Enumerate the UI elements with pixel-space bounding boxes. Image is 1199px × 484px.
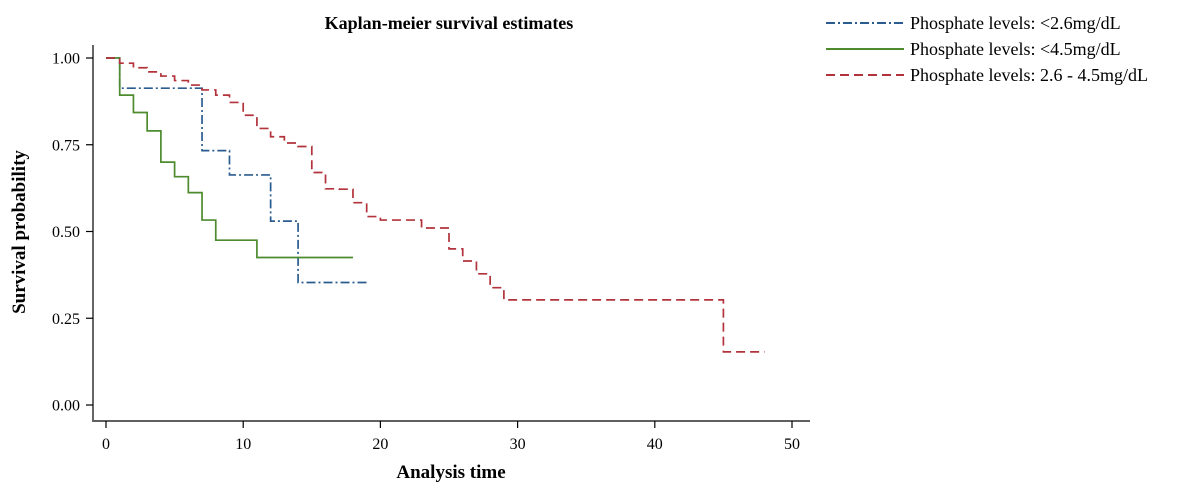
series-line-1 — [106, 57, 367, 284]
y-tick-label: 0.75 — [52, 137, 80, 154]
legend-item: Phosphate levels: 2.6 - 4.5mg/dL — [826, 62, 1148, 88]
legend-label: Phosphate levels: 2.6 - 4.5mg/dL — [910, 64, 1148, 85]
legend-label: Phosphate levels: <2.6mg/dL — [910, 12, 1121, 33]
y-tick-label: 0.25 — [52, 311, 80, 328]
x-tick-label: 50 — [784, 436, 800, 453]
series-line-2 — [106, 57, 353, 259]
legend-swatch — [826, 74, 904, 76]
x-axis-label: Analysis time — [396, 462, 505, 483]
series-line-3 — [106, 57, 765, 353]
legend: Phosphate levels: <2.6mg/dL Phosphate le… — [826, 10, 1148, 88]
y-tick-label: 0.50 — [52, 224, 80, 241]
legend-item: Phosphate levels: <2.6mg/dL — [826, 10, 1148, 36]
x-tick-label: 40 — [647, 436, 663, 453]
x-ticks: 0 10 20 30 40 50 — [102, 421, 800, 453]
series-group — [106, 57, 765, 353]
x-tick-label: 30 — [510, 436, 526, 453]
y-axis-label: Survival probability — [9, 150, 30, 314]
x-tick-label: 0 — [102, 436, 110, 453]
legend-label: Phosphate levels: <4.5mg/dL — [910, 38, 1121, 59]
legend-item: Phosphate levels: <4.5mg/dL — [826, 36, 1148, 62]
y-ticks: 0.00 0.25 0.50 0.75 1.00 — [52, 51, 93, 415]
legend-swatch — [826, 22, 904, 24]
axes — [92, 45, 810, 422]
chart-title: Kaplan-meier survival estimates — [325, 13, 574, 33]
x-tick-label: 20 — [372, 436, 388, 453]
y-tick-label: 1.00 — [52, 51, 80, 68]
km-chart: Kaplan-meier survival estimates 0.00 0.25… — [9, 13, 810, 483]
x-tick-label: 10 — [235, 436, 251, 453]
y-tick-label: 0.00 — [52, 398, 80, 415]
legend-swatch — [826, 48, 904, 50]
